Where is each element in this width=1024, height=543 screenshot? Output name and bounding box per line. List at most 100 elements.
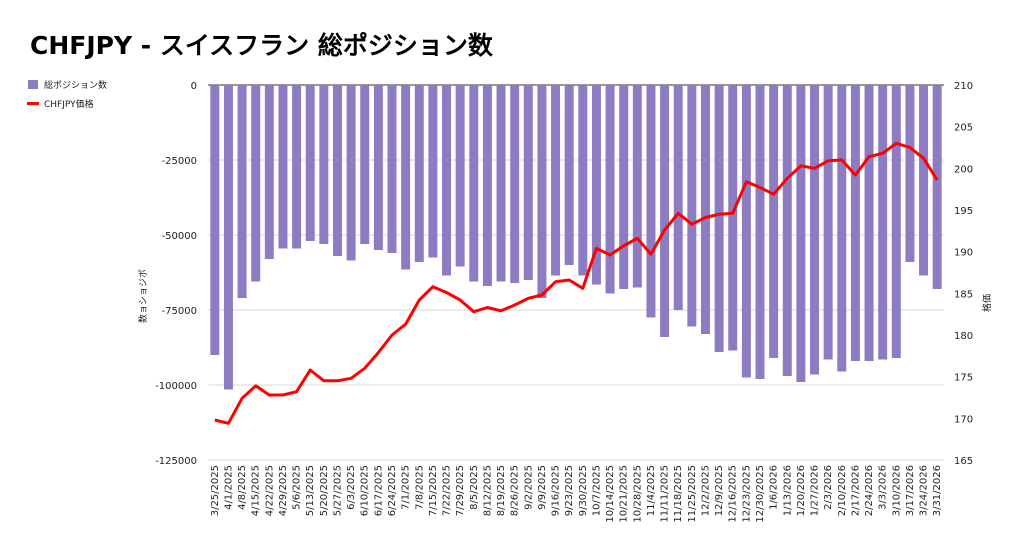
bar bbox=[387, 85, 397, 253]
right-tick-label: 170 bbox=[954, 414, 973, 425]
x-tick-label: 12/16/2025 bbox=[728, 465, 739, 523]
right-tick-label: 185 bbox=[954, 289, 973, 300]
bar bbox=[523, 85, 533, 280]
x-tick-label: 6/17/2025 bbox=[373, 465, 384, 516]
bar bbox=[878, 85, 888, 360]
bar bbox=[237, 85, 247, 298]
legend-swatch-bar bbox=[28, 80, 38, 89]
bar bbox=[782, 85, 792, 376]
bar bbox=[619, 85, 629, 289]
right-axis-ticks: 210 205 200 195 190 185 180 175 170 165 bbox=[954, 81, 973, 467]
x-tick-label: 1/20/2026 bbox=[796, 465, 807, 516]
left-tick-label: -125000 bbox=[155, 456, 197, 467]
left-tick-label: -50000 bbox=[162, 231, 197, 242]
x-tick-label: 1/27/2026 bbox=[810, 465, 821, 516]
bar bbox=[850, 85, 860, 361]
x-tick-label: 1/6/2026 bbox=[769, 465, 780, 510]
x-tick-label: 2/24/2026 bbox=[864, 465, 875, 516]
x-tick-label: 10/28/2025 bbox=[632, 465, 643, 523]
bar bbox=[564, 85, 574, 265]
bar bbox=[891, 85, 901, 358]
x-tick-label: 6/10/2025 bbox=[360, 465, 371, 516]
bar bbox=[919, 85, 929, 276]
x-tick-label: 9/16/2025 bbox=[551, 465, 562, 516]
x-tick-label: 2/17/2026 bbox=[850, 465, 861, 516]
bar-series bbox=[210, 85, 942, 390]
right-tick-label: 180 bbox=[954, 331, 973, 342]
right-tick-label: 165 bbox=[954, 456, 973, 467]
bar bbox=[632, 85, 642, 288]
x-tick-label: 3/24/2026 bbox=[919, 465, 930, 516]
right-tick-label: 175 bbox=[954, 373, 973, 384]
x-tick-label: 3/10/2026 bbox=[891, 465, 902, 516]
x-tick-label: 3/3/2026 bbox=[878, 465, 889, 510]
x-tick-label: 3/17/2026 bbox=[905, 465, 916, 516]
bar bbox=[496, 85, 506, 282]
x-tick-label: 7/15/2025 bbox=[428, 465, 439, 516]
bar bbox=[660, 85, 670, 337]
right-tick-label: 195 bbox=[954, 206, 973, 217]
bar bbox=[428, 85, 438, 258]
bar bbox=[251, 85, 261, 282]
bar bbox=[714, 85, 724, 352]
legend-label-bar: 総ポジション数 bbox=[44, 79, 107, 91]
legend[interactable]: 総ポジション数 CHFJPY価格 bbox=[27, 79, 107, 110]
bar bbox=[578, 85, 588, 276]
x-tick-label: 12/2/2025 bbox=[701, 465, 712, 516]
x-tick-label: 6/24/2025 bbox=[387, 465, 398, 516]
bar bbox=[469, 85, 479, 282]
x-tick-label: 11/25/2025 bbox=[687, 465, 698, 523]
bar bbox=[864, 85, 874, 361]
bar bbox=[537, 85, 547, 298]
left-axis-ticks: 0 -25000 -50000 -75000 -100000 -125000 bbox=[155, 81, 197, 467]
x-tick-label: 4/22/2025 bbox=[264, 465, 275, 516]
x-tick-label: 9/9/2025 bbox=[537, 465, 548, 510]
x-tick-label: 9/30/2025 bbox=[578, 465, 589, 516]
chart-title: CHFJPY - スイスフラン 総ポジション数 bbox=[30, 31, 493, 60]
gridlines bbox=[208, 84, 944, 461]
bar bbox=[360, 85, 370, 244]
right-tick-label: 200 bbox=[954, 164, 973, 175]
bar bbox=[278, 85, 288, 249]
x-tick-label: 12/30/2025 bbox=[755, 465, 766, 523]
bar bbox=[332, 85, 342, 256]
bar bbox=[591, 85, 601, 285]
right-tick-label: 205 bbox=[954, 123, 973, 134]
x-tick-label: 5/20/2025 bbox=[319, 465, 330, 516]
right-tick-label: 190 bbox=[954, 248, 973, 259]
x-tick-label: 8/5/2025 bbox=[469, 465, 480, 510]
bar bbox=[728, 85, 738, 351]
bar bbox=[796, 85, 806, 382]
bar bbox=[414, 85, 424, 262]
bar bbox=[455, 85, 465, 267]
x-tick-label: 10/7/2025 bbox=[591, 465, 602, 516]
x-tick-label: 8/26/2025 bbox=[510, 465, 521, 516]
bar bbox=[646, 85, 656, 318]
x-tick-label: 8/12/2025 bbox=[482, 465, 493, 516]
x-tick-label: 9/23/2025 bbox=[564, 465, 575, 516]
bar bbox=[482, 85, 492, 286]
x-tick-label: 2/3/2026 bbox=[823, 465, 834, 510]
x-tick-label: 11/18/2025 bbox=[673, 465, 684, 523]
bar bbox=[905, 85, 915, 262]
bar bbox=[810, 85, 820, 375]
x-tick-label: 4/29/2025 bbox=[278, 465, 289, 516]
legend-swatch-line bbox=[27, 102, 39, 105]
legend-label-line: CHFJPY価格 bbox=[44, 98, 94, 110]
left-axis-title: 数ョショジポ bbox=[137, 269, 149, 323]
x-tick-label: 1/13/2026 bbox=[782, 465, 793, 516]
x-tick-label: 11/4/2025 bbox=[646, 465, 657, 516]
bar bbox=[932, 85, 942, 289]
x-tick-label: 4/1/2025 bbox=[223, 465, 234, 510]
left-tick-label: -100000 bbox=[155, 381, 197, 392]
x-tick-label: 9/2/2025 bbox=[523, 465, 534, 510]
bar bbox=[700, 85, 710, 334]
bar bbox=[741, 85, 751, 378]
bar bbox=[755, 85, 765, 379]
bar bbox=[292, 85, 302, 249]
x-tick-label: 5/6/2025 bbox=[292, 465, 303, 510]
left-tick-label: -25000 bbox=[162, 156, 197, 167]
bar bbox=[673, 85, 683, 310]
bar bbox=[687, 85, 697, 327]
